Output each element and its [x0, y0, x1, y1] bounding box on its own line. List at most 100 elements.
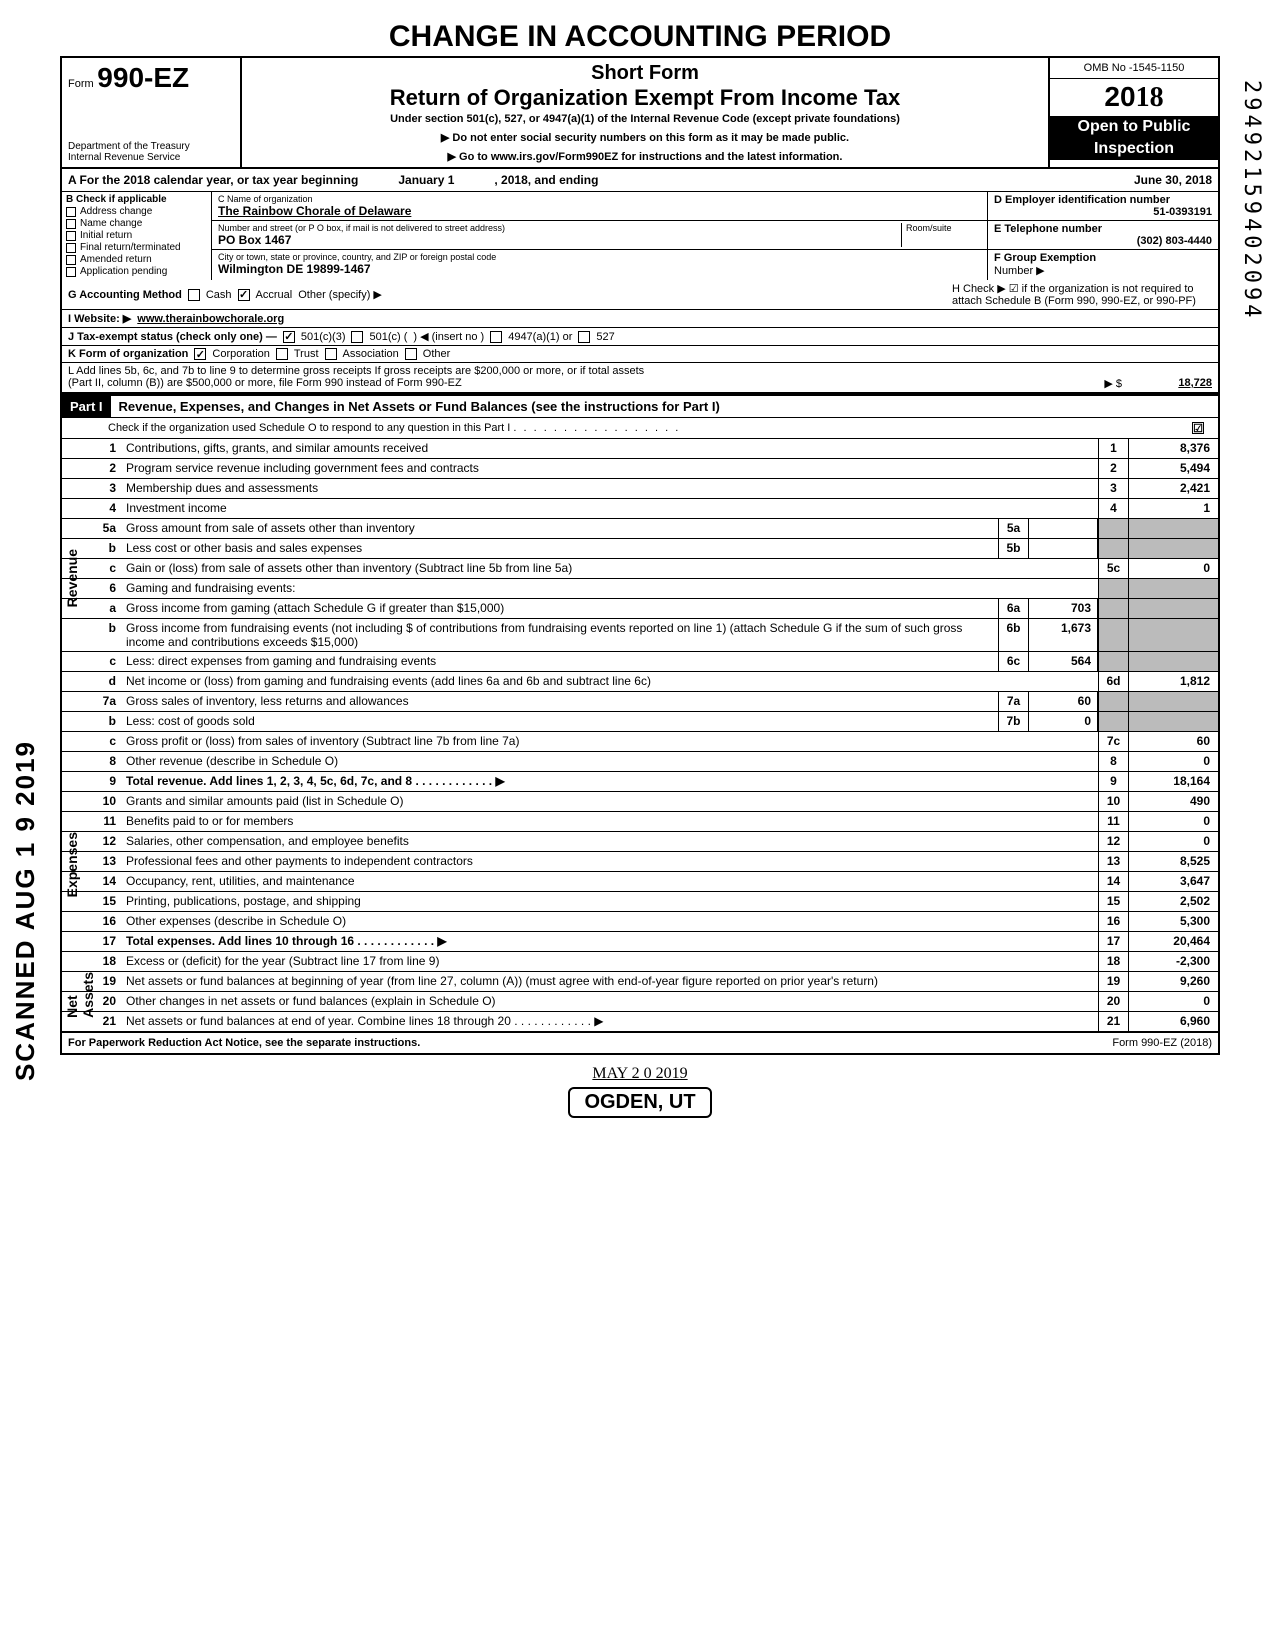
chk-501c3[interactable]: ✓ — [283, 331, 295, 343]
chk-accrual[interactable]: ✓ — [238, 289, 250, 301]
side-label-cell — [62, 539, 88, 558]
stamps: MAY 2 0 2019 OGDEN, UT — [60, 1065, 1220, 1118]
sub-line-number: 5a — [998, 519, 1028, 538]
line-description: Other changes in net assets or fund bala… — [122, 992, 1098, 1011]
chk-label: Name change — [80, 218, 142, 229]
chk-corp[interactable]: ✓ — [194, 348, 206, 360]
dept-line2: Internal Revenue Service — [68, 152, 190, 163]
org-name-value: The Rainbow Chorale of Delaware — [218, 204, 981, 218]
lbl-trust: Trust — [294, 348, 319, 360]
chk-address-change[interactable]: Address change — [66, 206, 207, 217]
line-number: 15 — [88, 892, 122, 911]
chk-schedule-o[interactable]: ☑ — [1192, 422, 1204, 434]
form-number: 990-EZ — [97, 62, 189, 93]
lbl-accrual: Accrual — [256, 289, 293, 301]
line-row: dNet income or (loss) from gaming and fu… — [60, 672, 1220, 692]
chk-527[interactable] — [578, 331, 590, 343]
amount-value: 0 — [1128, 559, 1218, 578]
row-g-accounting: G Accounting Method Cash ✓Accrual Other … — [60, 280, 1220, 310]
subtitle-2: ▶ Do not enter social security numbers o… — [252, 131, 1038, 144]
line-number: 2 — [88, 459, 122, 478]
amount-value: 5,494 — [1128, 459, 1218, 478]
line-number: d — [88, 672, 122, 691]
chk-final-return[interactable]: Final return/terminated — [66, 242, 207, 253]
chk-trust[interactable] — [276, 348, 288, 360]
amount-number — [1098, 539, 1128, 558]
amount-value — [1128, 539, 1218, 558]
line-description: Grants and similar amounts paid (list in… — [122, 792, 1098, 811]
amount-value: 0 — [1128, 812, 1218, 831]
amount-value: 18,164 — [1128, 772, 1218, 791]
chk-application-pending[interactable]: Application pending — [66, 266, 207, 277]
org-name-section: C Name of organization The Rainbow Chora… — [212, 192, 987, 221]
amount-value: 2,502 — [1128, 892, 1218, 911]
amount-value: 20,464 — [1128, 932, 1218, 951]
side-label-cell: Expenses — [62, 792, 88, 811]
line-number: 10 — [88, 792, 122, 811]
footer-right: Form 990-EZ (2018) — [1112, 1037, 1212, 1049]
title-change-period: CHANGE IN ACCOUNTING PERIOD — [60, 20, 1220, 54]
line-row: 2Program service revenue including gover… — [60, 459, 1220, 479]
ein-section: D Employer identification number 51-0393… — [988, 192, 1218, 221]
side-label-cell — [62, 619, 88, 651]
tel-label: E Telephone number — [994, 223, 1212, 235]
line-number: c — [88, 732, 122, 751]
city-value: Wilmington DE 19899-1467 — [218, 262, 981, 276]
row-k-form-org: K Form of organization ✓Corporation Trus… — [60, 346, 1220, 363]
line-number: 18 — [88, 952, 122, 971]
col-b-checkboxes: B Check if applicable Address change Nam… — [62, 192, 212, 280]
telephone-section: E Telephone number (302) 803-4440 — [988, 221, 1218, 250]
line-number: b — [88, 619, 122, 651]
chk-cash[interactable] — [188, 289, 200, 301]
line-description: Gross sales of inventory, less returns a… — [122, 692, 998, 711]
row-i-website: I Website: ▶ www.therainbowchorale.org — [60, 310, 1220, 328]
line-number: 11 — [88, 812, 122, 831]
chk-name-change[interactable]: Name change — [66, 218, 207, 229]
col-b-header: B Check if applicable — [66, 194, 207, 205]
amount-number: 12 — [1098, 832, 1128, 851]
amount-number — [1098, 599, 1128, 618]
scanned-stamp: SCANNED AUG 1 9 2019 — [10, 740, 41, 1081]
line-row: cGain or (loss) from sale of assets othe… — [60, 559, 1220, 579]
form-prefix: Form — [68, 78, 94, 90]
sub-line-value: 0 — [1028, 712, 1098, 731]
chk-4947[interactable] — [490, 331, 502, 343]
line-description: Professional fees and other payments to … — [122, 852, 1098, 871]
amount-value: 0 — [1128, 832, 1218, 851]
row-l-arrow: ▶ $ — [1104, 377, 1122, 390]
line-row: Expenses10Grants and similar amounts pai… — [60, 792, 1220, 812]
sub-line-value: 564 — [1028, 652, 1098, 671]
lbl-cash: Cash — [206, 289, 232, 301]
line-description: Other revenue (describe in Schedule O) — [122, 752, 1098, 771]
chk-assoc[interactable] — [325, 348, 337, 360]
chk-amended-return[interactable]: Amended return — [66, 254, 207, 265]
header-left: Form 990-EZ Department of the Treasury I… — [62, 58, 242, 167]
sub-line-number: 6c — [998, 652, 1028, 671]
side-label-cell — [62, 752, 88, 771]
amount-value: 9,260 — [1128, 972, 1218, 991]
amount-value: 5,300 — [1128, 912, 1218, 931]
row-l-value: 18,728 — [1122, 377, 1212, 390]
side-label-cell — [62, 852, 88, 871]
col-d-e-f: D Employer identification number 51-0393… — [988, 192, 1218, 280]
line-number: 17 — [88, 932, 122, 951]
chk-initial-return[interactable]: Initial return — [66, 230, 207, 241]
chk-501c[interactable] — [351, 331, 363, 343]
line-description: Excess or (deficit) for the year (Subtra… — [122, 952, 1098, 971]
sub-line-value: 60 — [1028, 692, 1098, 711]
amount-number: 18 — [1098, 952, 1128, 971]
amount-number: 15 — [1098, 892, 1128, 911]
group-exemption-section: F Group Exemption Number ▶ — [988, 250, 1218, 279]
header-mid: Short Form Return of Organization Exempt… — [242, 58, 1048, 167]
line-number: 13 — [88, 852, 122, 871]
chk-other-org[interactable] — [405, 348, 417, 360]
amount-value — [1128, 619, 1218, 651]
year-suffix: 18 — [1136, 82, 1164, 113]
ein-value: 51-0393191 — [994, 206, 1212, 218]
line-number: 9 — [88, 772, 122, 791]
sub-line-number: 7a — [998, 692, 1028, 711]
side-label-cell — [62, 579, 88, 598]
line-number: 3 — [88, 479, 122, 498]
side-label-cell: Net Assets — [62, 952, 88, 971]
part-i-header: Part I Revenue, Expenses, and Changes in… — [60, 394, 1220, 418]
